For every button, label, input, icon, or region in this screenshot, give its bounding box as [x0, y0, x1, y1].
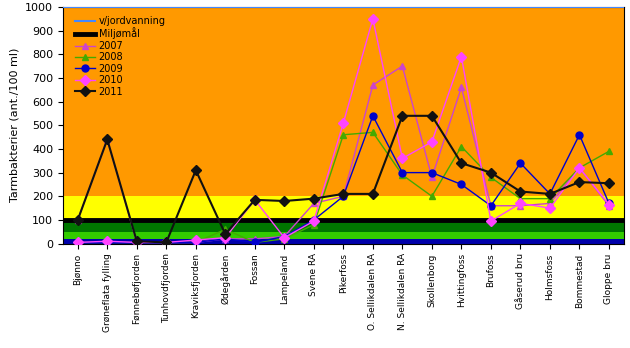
Bar: [63, 239, 624, 244]
Y-axis label: Tarmbakterier (ant./100 ml): Tarmbakterier (ant./100 ml): [9, 48, 20, 203]
Bar: [63, 196, 624, 220]
Legend: v/jordvanning, Miljømål, 2007, 2008, 2009, 2010, 2011: v/jordvanning, Miljømål, 2007, 2008, 200…: [74, 14, 168, 99]
Bar: [63, 220, 624, 232]
Bar: [63, 7, 624, 196]
Bar: [63, 232, 624, 239]
